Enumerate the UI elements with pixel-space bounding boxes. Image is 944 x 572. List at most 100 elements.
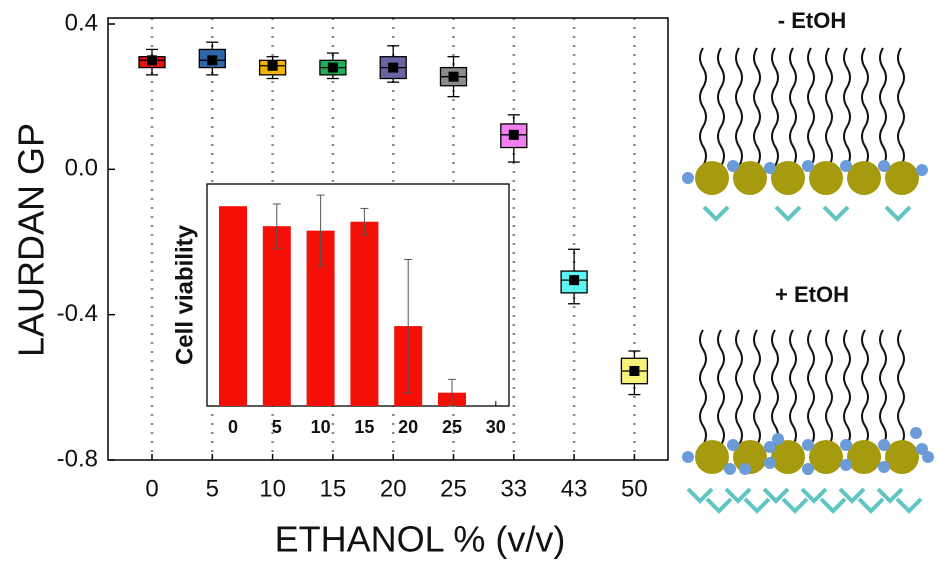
lipid-tail [843,329,851,446]
ethanol-dot [916,164,928,176]
lipid-head [695,161,729,195]
lipid-head [885,440,919,474]
ethanol-dot [878,160,890,172]
water-chevron [822,205,850,222]
lipid-tail [699,47,707,167]
ethanol-dot [878,439,890,451]
lipid-tail [735,47,743,167]
ethanol-dot [764,457,776,469]
ethanol-dot [682,172,694,184]
ethanol-dot [878,461,890,473]
water-chevron [743,497,771,514]
lipid-tail [735,329,743,446]
inset-x-tick-label: 20 [398,417,418,437]
x-tick-label: 43 [561,475,588,502]
lipid-tail [879,329,887,446]
diagram-label: - EtOH [778,8,846,33]
inset-x-tick-label: 25 [442,417,462,437]
mean [327,62,338,73]
x-tick-label: 0 [145,475,158,502]
x-tick-label: 20 [380,475,407,502]
ethanol-dot [802,463,814,475]
x-axis-label: ETHANOL % (v/v) [275,519,566,560]
x-tick-label: 33 [500,475,527,502]
water-chevron [781,497,809,514]
ethanol-dot [840,160,852,172]
mean [569,275,580,286]
y-tick-label: 0.4 [65,9,98,36]
lipid-head [695,440,729,474]
water-chevron [702,205,730,222]
ethanol-dot [772,433,784,445]
lipid-tail [861,329,869,446]
diagram-label: + EtOH [775,282,849,307]
lipid-tail [771,47,779,167]
lipid-tail [861,47,869,167]
lipid-head [771,440,805,474]
lipid-tail [843,47,851,167]
lipid-tail [879,47,887,167]
bar [219,206,247,406]
lipid-head [847,161,881,195]
mean [508,129,519,140]
lipid-tail [825,47,833,167]
lipid-tail [717,47,725,167]
bar [350,221,379,406]
inset-x-tick-label: 0 [228,417,238,437]
mean [267,60,278,71]
ethanol-dot [727,439,739,451]
ethanol-dot [922,451,934,463]
x-tick-label: 5 [206,475,219,502]
lipid-head [847,440,881,474]
water-chevron [762,487,790,504]
ethanol-dot [764,162,776,174]
mean [448,71,459,82]
lipid-head [771,161,805,195]
water-chevron [774,205,802,222]
inset-x-tick-label: 15 [354,417,374,437]
water-chevron [838,487,866,504]
water-chevron [895,497,923,514]
inset-x-tick-label: 10 [311,417,331,437]
lipid-tail [753,329,761,446]
lipid-tail [699,329,707,446]
lipid-head [885,161,919,195]
lipid-tail [807,47,815,167]
water-chevron [876,487,904,504]
ethanol-dot [840,439,852,451]
water-chevron [800,487,828,504]
y-tick-label: -0.4 [57,300,98,327]
y-tick-label: -0.8 [57,445,98,472]
water-chevron [884,205,912,222]
water-chevron [819,497,847,514]
ethanol-dot [910,427,922,439]
water-chevron [724,487,752,504]
ethanol-dot [727,160,739,172]
lipid-head [809,440,843,474]
lipid-tail [789,47,797,167]
x-tick-label: 50 [621,475,648,502]
mean [147,55,157,66]
y-tick-label: 0.0 [65,155,98,182]
ethanol-dot [802,160,814,172]
lipid-tail [825,329,833,446]
plot-frame [107,17,669,461]
ethanol-dot [739,463,751,475]
mean [388,62,399,73]
lipid-tail [771,329,779,446]
x-tick-label: 10 [259,475,286,502]
water-chevron [857,497,885,514]
inset-y-label: Cell viability [171,224,198,365]
mean [207,55,218,66]
lipid-tail [717,329,725,446]
y-axis-label: LAURDAN GP [11,123,52,357]
lipid-head [809,161,843,195]
inset-x-tick-label: 30 [486,417,506,437]
bar [262,226,291,406]
lipid-tail [753,47,761,167]
lipid-tail [897,47,905,167]
ethanol-dot [802,439,814,451]
inset-x-tick-label: 5 [272,417,282,437]
water-chevron [686,487,714,504]
